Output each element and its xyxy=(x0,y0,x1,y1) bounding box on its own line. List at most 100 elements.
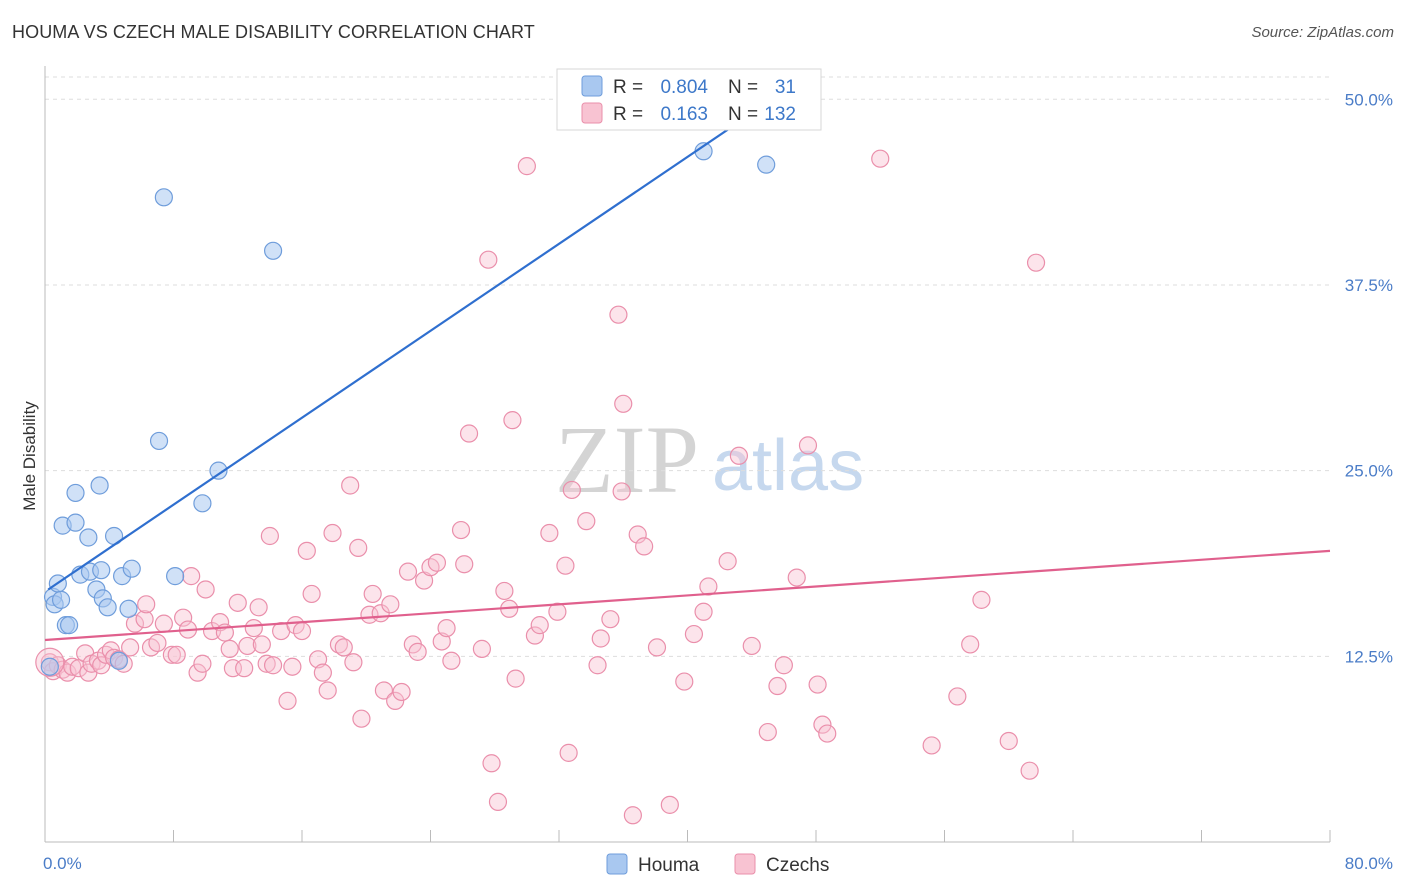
czech-point xyxy=(210,613,230,632)
czech-point xyxy=(63,657,82,676)
legend-houma-r: 0.804 xyxy=(660,77,708,98)
czech-point xyxy=(612,482,631,501)
czech-point xyxy=(798,436,818,455)
y-tick-label: 25.0% xyxy=(1345,462,1393,481)
czech-point xyxy=(352,709,371,728)
houma-point xyxy=(193,494,212,513)
bottom-legend-czech: Czechs xyxy=(766,855,829,876)
czech-point xyxy=(252,635,271,654)
chart-title: HOUMA VS CZECH MALE DISABILITY CORRELATI… xyxy=(12,22,535,42)
y-tick-label: 50.0% xyxy=(1345,90,1393,109)
houma-trend-line xyxy=(47,98,774,591)
czech-point xyxy=(249,598,268,617)
czech-point xyxy=(148,633,167,653)
czech-point xyxy=(635,537,654,556)
czech-point xyxy=(1026,253,1046,272)
houma-point xyxy=(209,461,228,480)
czech-point xyxy=(334,638,353,657)
houma-point xyxy=(40,657,59,676)
czech-point xyxy=(174,608,193,627)
legend-czech-r-label: R = xyxy=(613,104,643,125)
czech-point xyxy=(459,424,479,443)
czech-point xyxy=(228,593,247,612)
czech-point xyxy=(556,556,575,575)
czech-point xyxy=(540,523,559,543)
czech-point xyxy=(235,659,254,678)
czech-point xyxy=(577,512,596,531)
czech-point xyxy=(548,602,567,621)
czech-point xyxy=(167,645,186,664)
legend-czech-n-label: N = xyxy=(728,104,758,125)
czech-point xyxy=(768,676,787,696)
houma-point xyxy=(51,590,71,609)
czech-point xyxy=(263,656,283,675)
czech-point xyxy=(220,639,239,658)
y-axis-label: Male Disability xyxy=(20,401,39,511)
czech-point xyxy=(341,476,360,495)
bottom-legend-swatch-czech xyxy=(734,853,756,875)
czech-point xyxy=(308,650,328,669)
houma-point xyxy=(66,513,85,532)
houma-point xyxy=(90,476,109,495)
czech-point xyxy=(601,610,620,629)
czech-point xyxy=(135,610,154,629)
czech-point xyxy=(238,636,257,656)
axes: 12.5% 25.0% 37.5% 50.0% 0.0% 80.0% xyxy=(43,66,1393,873)
czech-point xyxy=(660,795,679,814)
czech-point xyxy=(684,624,704,644)
czech-point xyxy=(922,736,941,755)
czech-point xyxy=(818,724,837,743)
legend-swatch-czech xyxy=(581,102,603,124)
czech-point xyxy=(517,157,536,176)
bottom-legend: Houma Czechs xyxy=(606,853,829,876)
houma-point xyxy=(98,598,117,617)
bottom-legend-houma: Houma xyxy=(638,855,700,876)
houma-point xyxy=(263,241,283,260)
czech-point xyxy=(999,731,1018,751)
trend-lines xyxy=(44,98,1331,642)
czech-point xyxy=(562,480,581,500)
czech-point xyxy=(329,635,349,654)
czech-point xyxy=(257,654,276,673)
legend-houma-r-label: R = xyxy=(613,77,643,98)
czech-point xyxy=(386,691,405,710)
czech-point xyxy=(758,722,777,742)
houma-point xyxy=(149,431,169,451)
czech-point xyxy=(302,584,321,604)
czech-point xyxy=(482,754,501,773)
czech-point xyxy=(313,663,332,682)
gridlines xyxy=(45,76,1330,657)
czech-point xyxy=(318,681,337,700)
czech-point xyxy=(808,675,827,694)
czech-point xyxy=(244,618,263,638)
czech-point xyxy=(392,682,411,702)
legend-swatch-houma xyxy=(581,75,603,97)
czech-point xyxy=(260,526,279,546)
czech-point xyxy=(408,642,427,661)
houma-points xyxy=(40,142,776,676)
czech-point xyxy=(495,581,514,601)
czech-point xyxy=(455,555,474,574)
czech-point xyxy=(742,636,761,656)
czech-point xyxy=(530,616,549,635)
bottom-legend-swatch-houma xyxy=(606,853,628,875)
czech-point xyxy=(559,743,578,762)
legend-houma-n-label: N = xyxy=(728,77,758,98)
czech-point xyxy=(398,562,418,581)
czech-point xyxy=(437,618,456,638)
czech-point xyxy=(647,638,667,657)
houma-point xyxy=(757,155,776,174)
czech-point xyxy=(787,568,806,587)
czech-point xyxy=(472,639,491,658)
czech-point xyxy=(479,250,498,269)
czech-point xyxy=(278,691,297,710)
houma-point xyxy=(166,567,185,586)
czech-point xyxy=(871,149,890,168)
czech-point xyxy=(591,629,610,648)
czech-point xyxy=(349,538,368,557)
czech-point xyxy=(503,411,522,430)
czech-point xyxy=(374,681,394,700)
czech-point xyxy=(283,657,302,676)
czech-point xyxy=(525,626,545,645)
